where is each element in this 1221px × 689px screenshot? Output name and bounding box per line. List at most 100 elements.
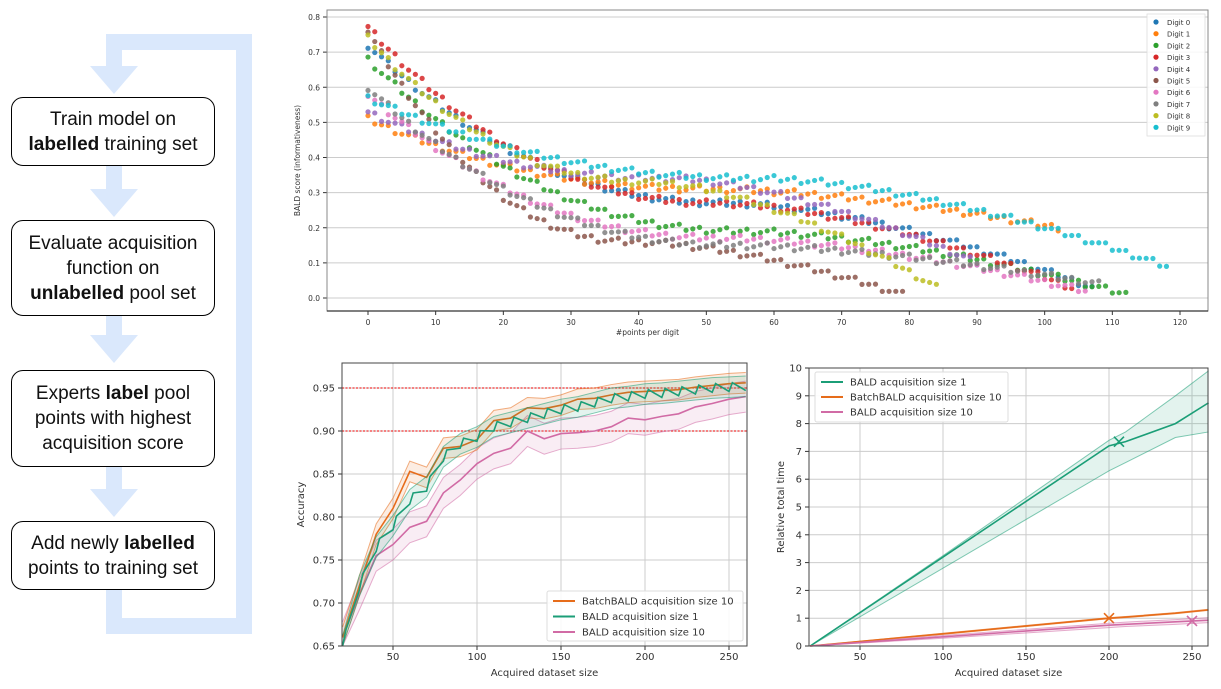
data-point: [724, 248, 730, 254]
data-point: [710, 233, 716, 239]
data-point: [927, 279, 933, 286]
data-point: [561, 177, 567, 183]
data-point: [581, 170, 588, 176]
step-text-line: points with highest: [12, 406, 214, 431]
data-point: [730, 234, 737, 240]
data-point: [832, 230, 838, 236]
x-tick-label: 110: [1105, 318, 1120, 327]
data-point: [1042, 226, 1048, 232]
data-point: [439, 94, 446, 100]
data-point: [1008, 212, 1014, 218]
data-point: [683, 184, 689, 190]
data-point: [663, 185, 669, 191]
data-point: [460, 159, 466, 165]
step-text: Train model on: [49, 108, 177, 130]
data-point: [724, 202, 730, 208]
data-point: [784, 230, 791, 236]
data-point: [500, 143, 506, 149]
data-point: [554, 163, 561, 169]
data-point: [852, 220, 858, 227]
step-text: pool set: [124, 282, 196, 304]
data-point: [812, 205, 818, 211]
plot-frame: [808, 367, 1209, 647]
data-point: [1028, 268, 1034, 274]
data-point: [527, 177, 534, 183]
data-point: [426, 120, 432, 127]
data-point: [649, 194, 655, 201]
data-point: [751, 252, 757, 258]
data-point: [920, 249, 926, 255]
legend-box: [814, 371, 1009, 423]
x-axis-label: Acquired dataset size: [491, 668, 599, 679]
data-point: [622, 190, 628, 196]
data-point: [954, 237, 960, 243]
data-point: [642, 233, 649, 239]
data-point: [1069, 285, 1075, 292]
step-experts-label: Experts label pool points with highest acq…: [11, 370, 215, 467]
data-point: [419, 140, 425, 146]
x-marker-icon: [1113, 436, 1125, 448]
data-point: [825, 236, 831, 242]
data-point: [480, 131, 486, 137]
data-point: [724, 180, 730, 186]
data-point: [784, 263, 791, 269]
data-point: [839, 275, 845, 281]
data-point: [480, 136, 486, 142]
data-point: [967, 207, 973, 214]
data-point: [453, 154, 459, 160]
data-point: [609, 168, 615, 175]
data-point: [751, 201, 757, 208]
step-text-emphasis: label: [105, 383, 149, 404]
data-point: [947, 207, 953, 213]
data-point: [507, 143, 513, 149]
data-point: [548, 163, 554, 169]
data-point: [818, 228, 824, 234]
data-point: [872, 252, 879, 258]
data-point: [771, 189, 777, 195]
data-point: [927, 230, 933, 237]
data-point: [595, 222, 601, 229]
data-point: [906, 200, 912, 206]
data-point: [690, 183, 696, 189]
data-point: [845, 214, 852, 220]
data-point: [791, 187, 797, 193]
data-point: [994, 251, 1000, 257]
data-point: [466, 166, 473, 172]
data-point: [805, 202, 811, 208]
data-point: [521, 205, 527, 211]
data-point: [703, 197, 709, 203]
data-point: [466, 136, 473, 142]
data-point: [812, 220, 818, 226]
data-point: [1075, 232, 1082, 239]
data-point: [561, 226, 567, 232]
data-point: [453, 114, 459, 120]
data-point: [1008, 220, 1014, 226]
data-point: [893, 254, 899, 260]
step-text: acquisition score: [42, 433, 184, 454]
data-point: [622, 241, 628, 247]
step-text-line: Train model on: [12, 107, 214, 132]
data-point: [839, 246, 845, 252]
data-point: [568, 226, 574, 233]
x-tick-label: 250: [719, 652, 738, 663]
data-point: [1089, 279, 1095, 285]
y-tick-label: 0.65: [313, 642, 335, 653]
data-point: [439, 149, 446, 155]
data-point: [399, 71, 405, 77]
data-point: [568, 170, 574, 176]
data-point: [649, 176, 655, 182]
data-point: [832, 215, 838, 221]
data-point: [568, 160, 574, 166]
data-point: [690, 197, 696, 203]
step-text-line: function on: [12, 256, 214, 281]
data-point: [588, 175, 594, 181]
data-point: [940, 259, 946, 265]
data-point: [690, 226, 696, 232]
data-point: [703, 189, 709, 195]
data-point: [744, 246, 750, 252]
y-tick-label: 0.1: [308, 259, 320, 268]
data-point: [757, 190, 764, 196]
series-line: [810, 609, 1209, 647]
y-tick-label: 2: [796, 586, 802, 597]
data-point: [832, 208, 838, 215]
